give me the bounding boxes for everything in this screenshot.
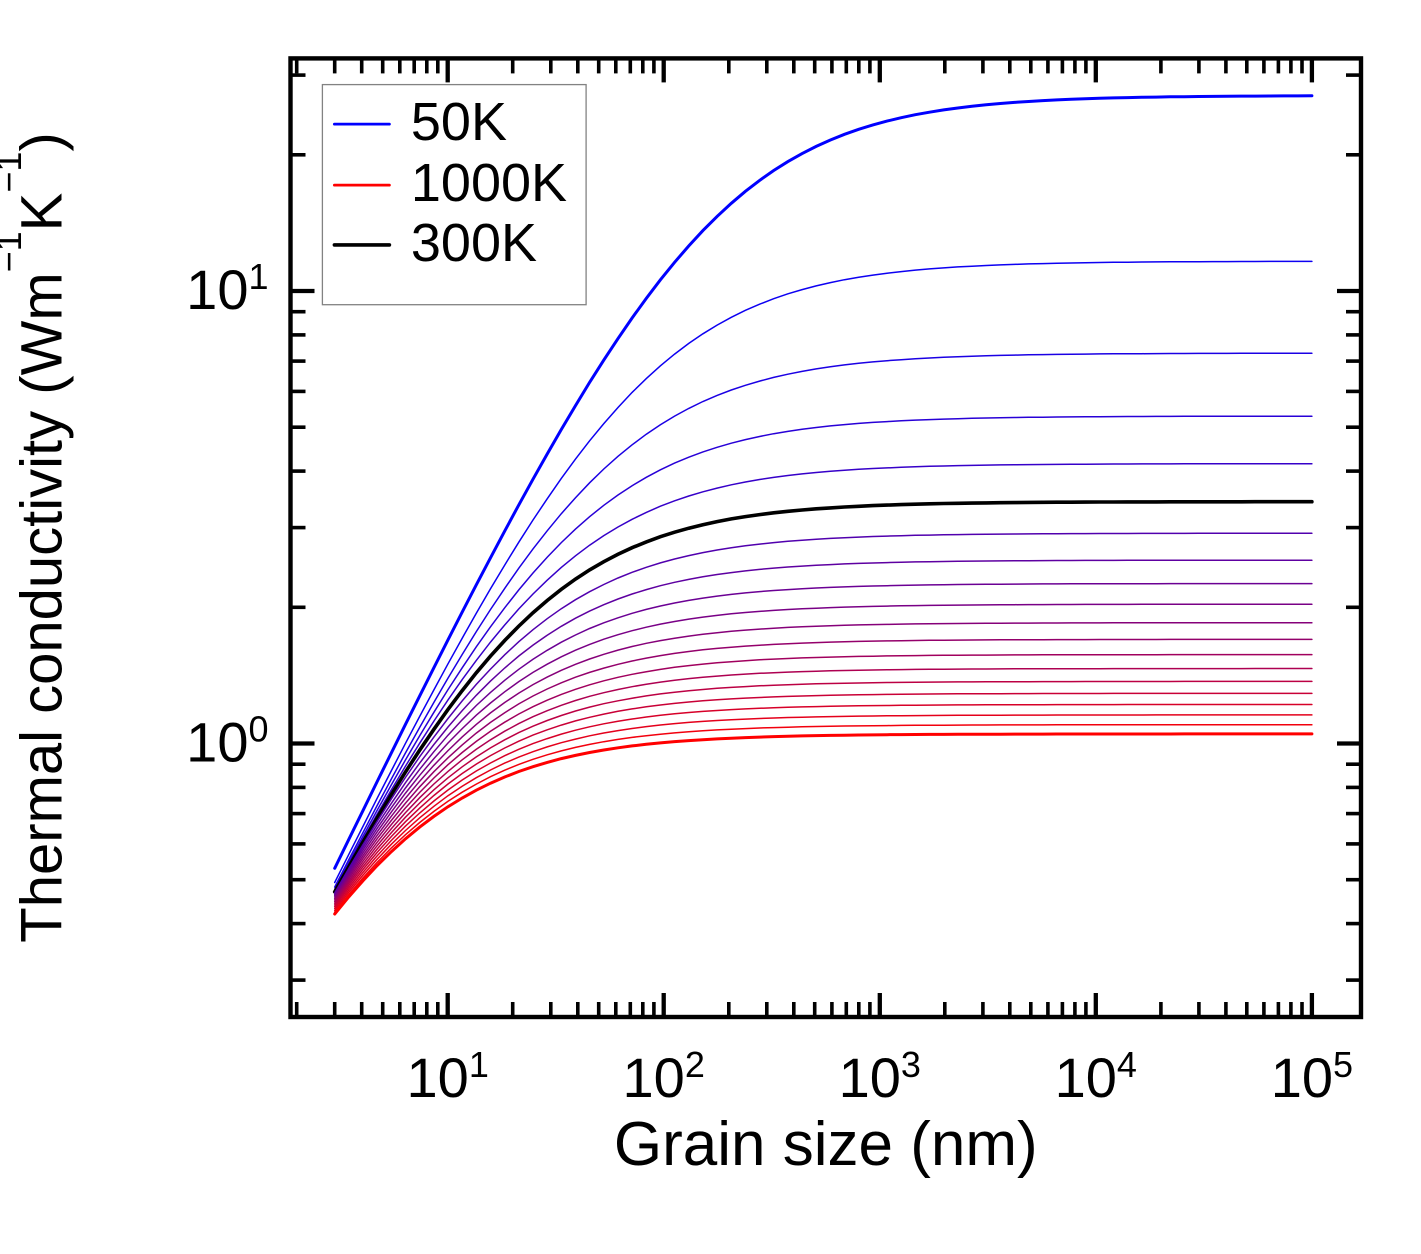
svg-text:104: 104: [1055, 1044, 1137, 1109]
svg-text:103: 103: [839, 1044, 921, 1109]
svg-text:300K: 300K: [411, 213, 537, 273]
svg-text:105: 105: [1271, 1044, 1353, 1109]
svg-text:50K: 50K: [411, 92, 507, 152]
svg-text:100: 100: [186, 709, 268, 774]
svg-text:101: 101: [407, 1044, 489, 1109]
svg-text:1000K: 1000K: [411, 153, 567, 213]
svg-text:101: 101: [186, 256, 268, 321]
svg-text:Grain size (nm): Grain size (nm): [614, 1110, 1038, 1179]
svg-text:102: 102: [623, 1044, 705, 1109]
